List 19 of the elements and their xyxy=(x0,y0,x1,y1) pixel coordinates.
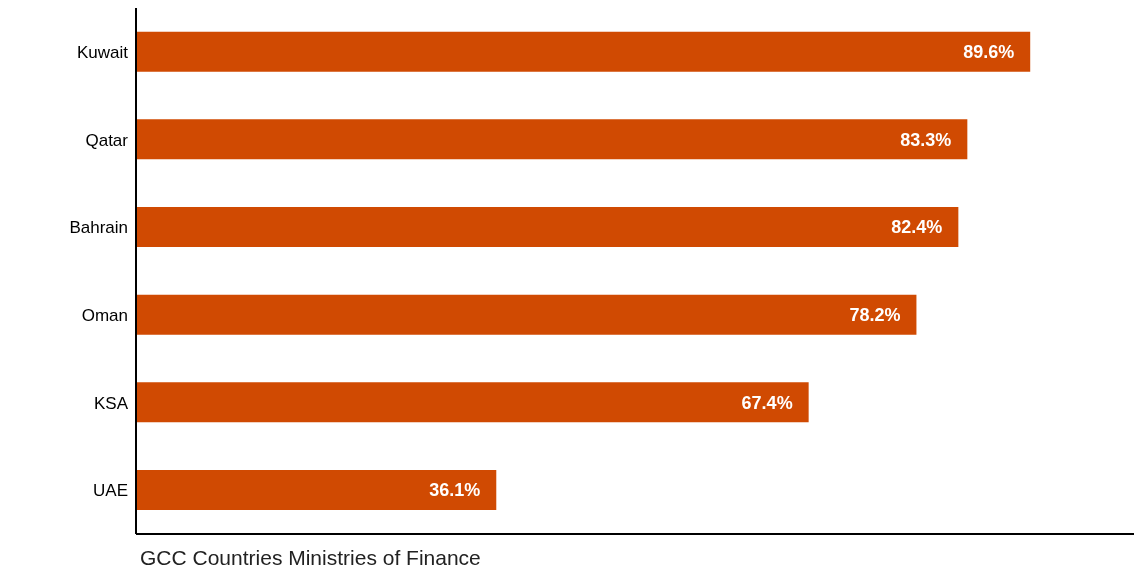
data-label: 36.1% xyxy=(429,480,481,501)
y-tick-label: KSA xyxy=(93,393,129,413)
bar xyxy=(136,119,968,160)
bar xyxy=(136,207,959,247)
data-label: 89.6% xyxy=(963,42,1015,63)
data-label: 78.2% xyxy=(849,305,901,326)
bar xyxy=(136,382,809,423)
y-tick-label: UAE xyxy=(93,481,128,501)
data-label: 82.4% xyxy=(891,217,943,238)
data-label: 67.4% xyxy=(741,392,793,413)
y-tick-label: Qatar xyxy=(85,130,129,150)
bar xyxy=(136,294,917,335)
bar xyxy=(136,31,1031,72)
y-tick-label: Oman xyxy=(81,305,128,325)
text: GCC Countries Ministries of Finance xyxy=(140,546,482,570)
data-label: 83.3% xyxy=(900,129,952,150)
bar xyxy=(136,470,497,510)
y-tick-label: Kuwait xyxy=(76,42,129,62)
y-tick-label: Bahrain xyxy=(69,218,128,238)
